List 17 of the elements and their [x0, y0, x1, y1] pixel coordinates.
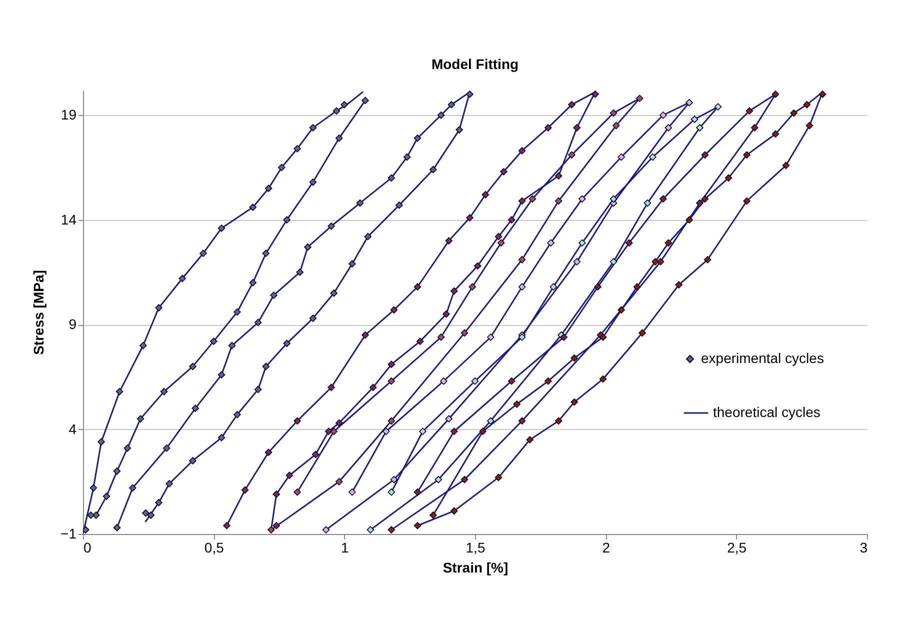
x-tick-label: 1	[340, 540, 349, 556]
x-tick-label: 3	[860, 540, 868, 556]
legend-label: theoretical cycles	[713, 404, 820, 420]
legend-label: experimental cycles	[701, 350, 824, 366]
x-tick-label: 2,5	[727, 540, 747, 556]
y-tick-label: 4	[68, 420, 77, 437]
y-axis-title: Stress [MPa]	[30, 270, 47, 355]
y-tick-label: 19	[60, 106, 77, 123]
x-tick-label: 1,5	[466, 540, 486, 556]
y-tick-label: −1	[60, 526, 77, 542]
x-tick-label: 2	[602, 540, 610, 556]
chart-title: Model Fitting	[431, 56, 519, 72]
x-tick-label: 0	[84, 540, 92, 556]
x-axis-title: Strain [%]	[442, 560, 508, 576]
y-tick-label: 9	[68, 316, 77, 332]
y-tick-label: 14	[60, 211, 77, 228]
x-tick-label: 0,5	[204, 540, 224, 556]
